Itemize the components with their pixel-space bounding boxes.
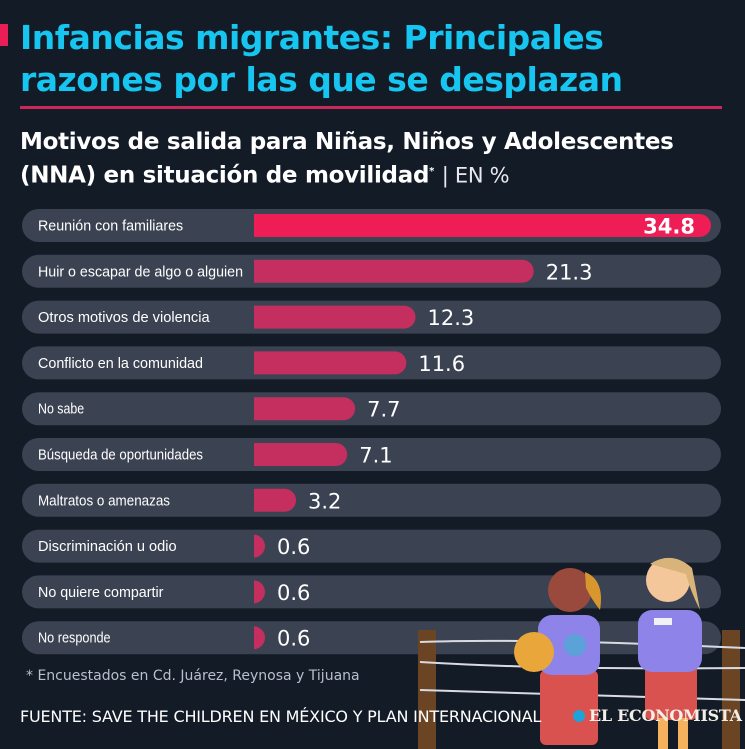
- bar-row: Búsqueda de oportunidades 7.1: [22, 438, 721, 471]
- value-label: 0.6: [277, 581, 310, 605]
- category-label: Huir o escapar de algo o alguien: [38, 264, 243, 280]
- value-label: 3.2: [308, 489, 341, 513]
- value-label: 21.3: [546, 260, 593, 284]
- category-label: Conflicto en la comunidad: [38, 356, 203, 372]
- value-label: 7.1: [359, 444, 392, 468]
- category-label: Otros motivos de violencia: [38, 310, 211, 326]
- fence-post-right: [722, 630, 740, 749]
- bar: [254, 259, 534, 283]
- subtitle-line-1: Motivos de salida para Niñas, Niños y Ad…: [20, 129, 674, 155]
- bar-row: No quiere compartir 0.6: [22, 575, 721, 609]
- bar: [254, 488, 297, 512]
- children-illustration: [418, 557, 745, 749]
- bar-row: Discriminación u odio 0.6: [22, 529, 721, 563]
- subtitle-unit: | EN %: [441, 163, 510, 188]
- child-right: [638, 557, 702, 749]
- chart-subtitle: Motivos de salida para Niñas, Niños y Ad…: [20, 127, 674, 191]
- value-label: 12.3: [428, 306, 475, 330]
- bar: [253, 626, 265, 650]
- title-accent-bar: [0, 24, 8, 46]
- category-label: Discriminación u odio: [38, 539, 177, 555]
- footnote: * Encuestados en Cd. Juárez, Reynosa y T…: [26, 668, 360, 684]
- bar: [253, 580, 265, 604]
- globe-icon: [573, 709, 585, 722]
- title-line-1: Infancias migrantes: Principales: [20, 18, 604, 57]
- title-line-2: razones por las que se desplazan: [20, 60, 623, 99]
- title-divider: [20, 106, 722, 109]
- value-label: 0.6: [277, 535, 310, 559]
- child-left: [514, 568, 601, 745]
- bar: [254, 305, 416, 329]
- bar-track: [22, 575, 721, 609]
- category-label: No sabe: [38, 402, 84, 418]
- bar-row: Huir o escapar de algo o alguien 21.3: [22, 254, 721, 288]
- bar-row: Otros motivos de violencia 12.3: [22, 300, 721, 334]
- brand-logo: EL ECONOMISTA: [573, 706, 742, 725]
- bar: [253, 534, 265, 558]
- bar-row: Reunión con familiares 34.8: [22, 209, 721, 242]
- value-label: 11.6: [418, 352, 465, 376]
- category-label: No responde: [38, 631, 111, 647]
- page-title: Infancias migrantes: Principales razones…: [20, 17, 623, 101]
- category-label: Reunión con familiares: [38, 219, 183, 235]
- source-note: FUENTE: SAVE THE CHILDREN EN MÉXICO Y PL…: [20, 707, 542, 726]
- bar: [254, 443, 348, 466]
- value-label: 7.7: [367, 398, 400, 422]
- category-label: Maltratos o amenazas: [38, 493, 170, 509]
- bar-track: [22, 438, 721, 471]
- bar-row: Maltratos o amenazas 3.2: [22, 483, 721, 517]
- bar-row: No sabe 7.7: [22, 392, 721, 426]
- bar-track: [22, 392, 721, 426]
- brand-name: EL ECONOMISTA: [589, 706, 742, 725]
- bar-track: [22, 529, 721, 563]
- bar: [254, 214, 711, 237]
- category-label: No quiere compartir: [38, 585, 164, 601]
- value-label: 34.8: [643, 215, 695, 239]
- bar-track: [22, 483, 721, 517]
- subtitle-marker: *: [429, 166, 435, 177]
- bar: [254, 351, 407, 375]
- bar-row: Conflicto en la comunidad 11.6: [22, 346, 721, 380]
- subtitle-line-2: (NNA) en situación de movilidad: [20, 162, 430, 189]
- value-label: 0.6: [277, 627, 310, 651]
- category-label: Búsqueda de oportunidades: [38, 448, 203, 464]
- bar: [254, 397, 356, 421]
